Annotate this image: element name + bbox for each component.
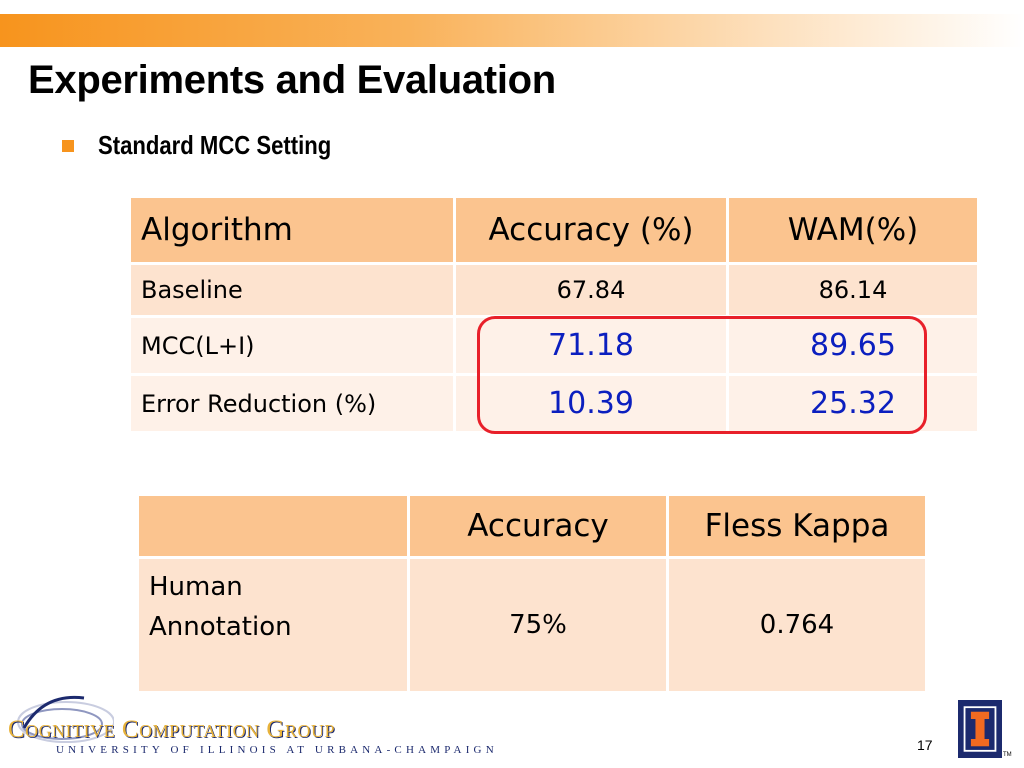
- header-gradient-bar: [0, 14, 1024, 47]
- table-header-row: Accuracy Fless Kappa: [136, 493, 928, 559]
- row-label: Human Annotation: [136, 556, 410, 694]
- illinois-logo-icon: [958, 700, 1002, 758]
- swoosh-logo-icon: [17, 695, 114, 743]
- row-label: Error Reduction (%): [128, 373, 456, 434]
- header-cell-accuracy: Accuracy (%): [453, 195, 729, 265]
- accuracy-value: 67.84: [453, 262, 729, 318]
- page-number: 17: [917, 737, 933, 753]
- header-cell-kappa: Fless Kappa: [666, 493, 928, 559]
- row-label-line-2: Annotation: [149, 612, 292, 642]
- header-cell-algorithm: Algorithm: [128, 195, 456, 265]
- header-cell-wam: WAM(%): [726, 195, 980, 265]
- table-row: MCC(L+I) 71.18 89.65: [128, 315, 980, 376]
- bullet-text: Standard MCC Setting: [98, 130, 332, 160]
- results-table: Algorithm Accuracy (%) WAM(%) Baseline 6…: [128, 195, 980, 434]
- header-cell-empty: [136, 493, 410, 559]
- logo-text: Cognitive Computation Group: [8, 716, 335, 743]
- bullet-item: Standard MCC Setting: [62, 130, 372, 161]
- wam-value: 86.14: [726, 262, 980, 318]
- square-bullet-icon: [62, 139, 74, 152]
- row-label-line-1: Human: [149, 572, 243, 602]
- wam-value: 89.65: [726, 315, 980, 376]
- logo-subtext: UNIVERSITY OF ILLINOIS AT URBANA-CHAMPAI…: [56, 744, 498, 756]
- accuracy-value: 71.18: [453, 315, 729, 376]
- wam-value: 25.32: [726, 373, 980, 434]
- accuracy-value: 75%: [407, 556, 669, 694]
- table-header-row: Algorithm Accuracy (%) WAM(%): [128, 195, 980, 265]
- kappa-value: 0.764: [666, 556, 928, 694]
- table-row: Human Annotation 75% 0.764: [136, 556, 928, 694]
- header-cell-accuracy: Accuracy: [407, 493, 669, 559]
- row-label: Baseline: [128, 262, 456, 318]
- table-row: Baseline 67.84 86.14: [128, 262, 980, 318]
- accuracy-value: 10.39: [453, 373, 729, 434]
- trademark-mark: TM: [1003, 752, 1012, 758]
- row-label: MCC(L+I): [128, 315, 456, 376]
- slide-title: Experiments and Evaluation: [28, 58, 556, 102]
- human-annotation-table: Accuracy Fless Kappa Human Annotation 75%…: [136, 493, 928, 694]
- table-row: Error Reduction (%) 10.39 25.32: [128, 373, 980, 434]
